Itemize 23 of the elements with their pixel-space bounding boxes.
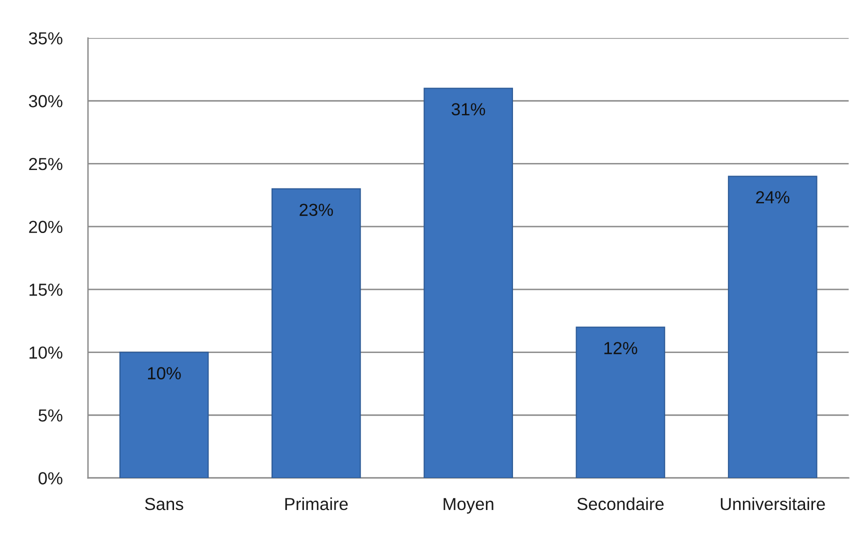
data-label: 31%	[452, 103, 486, 116]
data-label: 23%	[300, 204, 333, 216]
y-tick-label: 35%	[28, 32, 62, 44]
x-tick-label: Sans	[145, 498, 184, 510]
data-label: 10%	[148, 367, 181, 380]
bar	[424, 88, 514, 478]
bar	[119, 352, 209, 478]
y-tick-label: 20%	[29, 220, 62, 234]
y-tick-label: 0%	[38, 472, 62, 484]
x-tick-label: Secondaire	[577, 497, 664, 510]
y-tick-label: 15%	[30, 284, 62, 296]
x-tick-label: Primaire	[285, 497, 348, 510]
x-tick-label: Unniversitaire	[720, 497, 825, 510]
x-tick-label: Moyen	[444, 498, 494, 514]
y-tick-label: 25%	[29, 158, 62, 170]
bar	[272, 188, 361, 478]
bar	[576, 326, 666, 478]
y-tick-label: 5%	[38, 409, 62, 422]
data-label: 12%	[604, 342, 638, 354]
y-tick-label: 30%	[28, 95, 62, 108]
data-label: 24%	[756, 191, 790, 204]
bar	[728, 176, 818, 478]
y-tick-label: 10%	[30, 346, 62, 359]
